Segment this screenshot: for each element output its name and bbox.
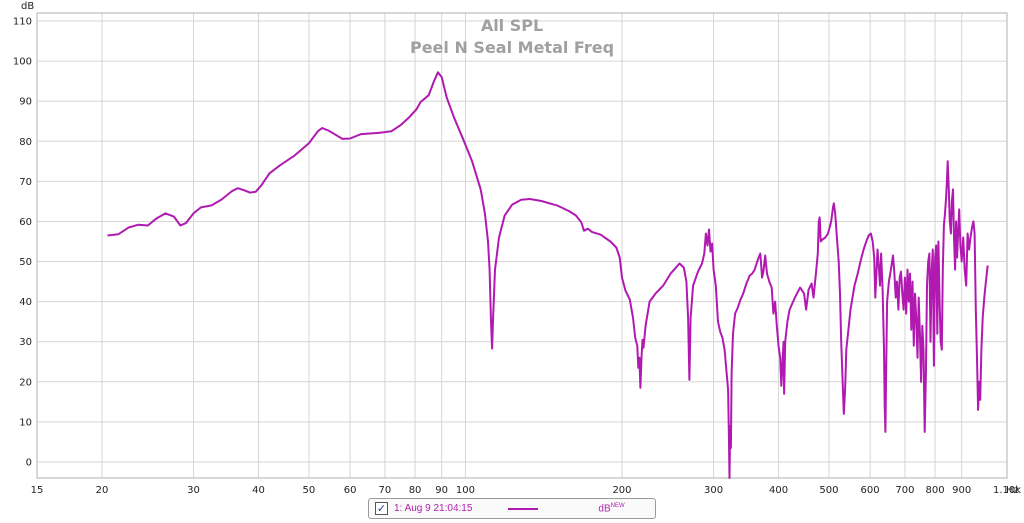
x-tick-label: 50 (303, 485, 316, 496)
x-tick-label: 15 (31, 485, 44, 496)
x-tick-label: 1.10k (993, 485, 1021, 496)
y-tick-label: 50 (19, 257, 32, 268)
x-axis-ticks: 15 20 30 40 50 60 70 80 90 100 200 300 400 500 600 700 8… (31, 485, 1022, 496)
x-axis-unit: Hz (1006, 485, 1019, 496)
chart-title: All SPL (481, 16, 543, 35)
x-tick-label: 60 (344, 485, 357, 496)
plot-frame (36, 12, 1008, 479)
x-tick-label: 100 (456, 485, 475, 496)
plot-background (36, 12, 1008, 479)
x-tick-label: 800 (926, 485, 945, 496)
series-group (107, 71, 989, 479)
legend-line-swatch (508, 507, 539, 510)
x-tick-label: 90 (435, 485, 448, 496)
y-tick-label: 70 (19, 177, 32, 188)
y-axis-label: dB (21, 1, 34, 12)
y-tick-label: 90 (19, 97, 32, 108)
x-tick-label: 400 (769, 485, 788, 496)
y-tick-label: 30 (19, 337, 32, 348)
x-tick-label: 700 (895, 485, 914, 496)
x-tick-label: 40 (252, 485, 265, 496)
x-tick-label: 70 (379, 485, 392, 496)
y-tick-label: 40 (19, 297, 32, 308)
legend-unit: dBNEW (598, 503, 624, 514)
y-tick-label: 10 (19, 417, 32, 428)
y-tick-label: 80 (19, 137, 32, 148)
series-line (107, 71, 989, 479)
series-visibility-checkbox[interactable]: ✓ (375, 502, 388, 515)
x-tick-label: 80 (409, 485, 422, 496)
chart-subtitle: Peel N Seal Metal Freq (410, 38, 614, 57)
legend-box: ✓ 1: Aug 9 21:04:15 dBNEW (368, 498, 656, 519)
y-tick-label: 110 (13, 17, 32, 28)
y-axis-ticks: 0 10 20 30 40 50 60 70 80 90 100 110 (13, 17, 32, 469)
y-tick-label: 20 (19, 377, 32, 388)
legend-unit-sup: NEW (610, 502, 625, 509)
legend-unit-text: dB (598, 503, 611, 515)
x-tick-label: 600 (861, 485, 880, 496)
x-tick-label: 900 (952, 485, 971, 496)
y-tick-label: 100 (13, 57, 32, 68)
legend-series-label: 1: Aug 9 21:04:15 (394, 503, 473, 514)
x-tick-label: 200 (612, 485, 631, 496)
y-tick-label: 60 (19, 217, 32, 228)
y-tick-label: 0 (26, 457, 32, 468)
x-tick-label: 500 (819, 485, 838, 496)
x-tick-label: 30 (187, 485, 200, 496)
x-tick-label: 20 (96, 485, 109, 496)
x-tick-label: 300 (704, 485, 723, 496)
